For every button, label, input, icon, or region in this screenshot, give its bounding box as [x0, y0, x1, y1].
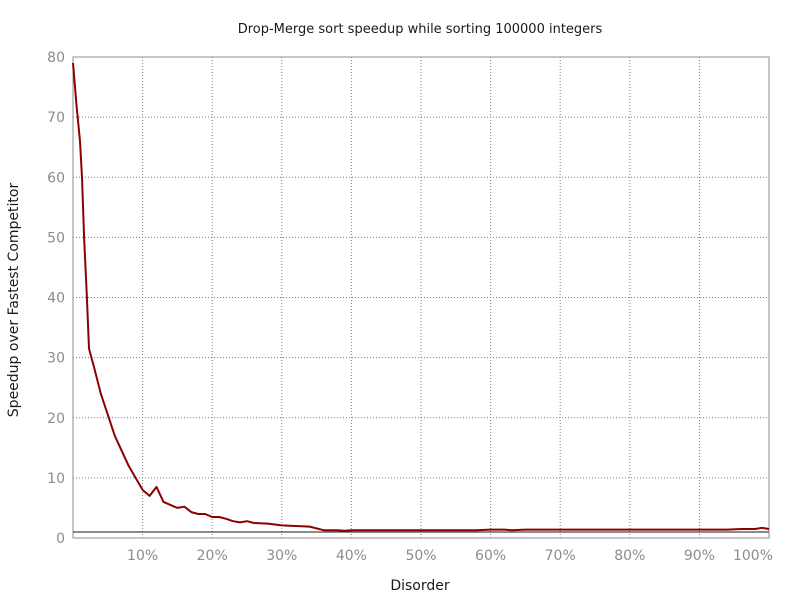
x-tick-label: 30%: [266, 548, 297, 564]
axes: 0 10 20 30 40 50 60 70 80 10% 20% 30% 40% 50% 60% 70% 80…: [47, 50, 773, 564]
y-tick-label: 40: [47, 291, 65, 307]
x-axis-label: Disorder: [390, 578, 450, 594]
plot-frame: [72, 56, 770, 539]
y-tick-label: 70: [47, 110, 65, 126]
chart-title: Drop-Merge sort speedup while sorting 10…: [238, 22, 603, 37]
x-tick-label: 80%: [614, 548, 645, 564]
x-tick-label: 60%: [475, 548, 506, 564]
y-tick-label: 50: [47, 230, 65, 246]
y-tick-label: 10: [47, 471, 65, 487]
y-tick-label: 20: [47, 411, 65, 427]
x-tick-label: 50%: [405, 548, 436, 564]
x-tick-label: 100%: [733, 548, 773, 564]
x-tick-label: 40%: [336, 548, 367, 564]
x-tick-label: 70%: [545, 548, 576, 564]
y-tick-label: 80: [47, 50, 65, 66]
x-tick-label: 10%: [127, 548, 158, 564]
x-tick-label: 20%: [197, 548, 228, 564]
y-tick-label: 0: [56, 531, 65, 547]
y-axis-label: Speedup over Fastest Competitor: [6, 183, 22, 418]
gridlines: [73, 57, 769, 538]
y-tick-label: 60: [47, 170, 65, 186]
speedup-series-line: [72, 62, 770, 532]
series-layer: [72, 62, 770, 532]
y-tick-label: 30: [47, 351, 65, 367]
x-tick-label: 90%: [684, 548, 715, 564]
